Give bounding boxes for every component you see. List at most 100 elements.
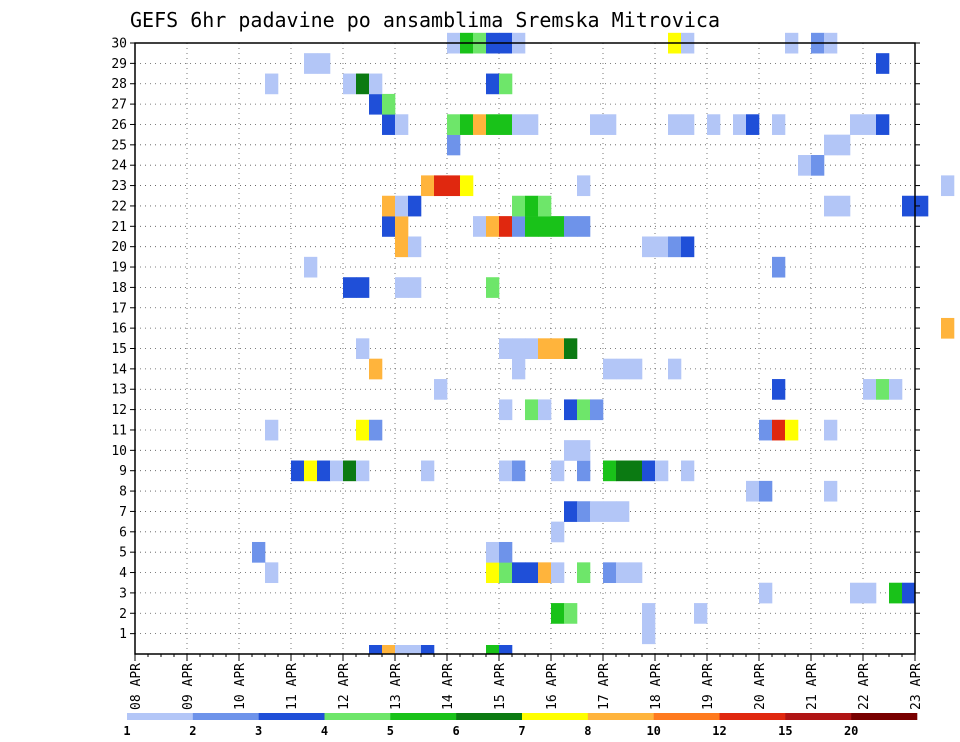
y-tick-label: 2 bbox=[119, 607, 127, 622]
heatmap-cell bbox=[889, 379, 903, 400]
x-tick-label: 19 APR bbox=[701, 663, 716, 710]
x-tick-label: 10 APR bbox=[233, 663, 248, 710]
heatmap-cell bbox=[642, 236, 656, 258]
y-tick-label: 20 bbox=[111, 240, 127, 255]
heatmap-cell bbox=[603, 114, 617, 135]
heatmap-cell bbox=[486, 562, 500, 584]
heatmap-cell bbox=[265, 562, 279, 584]
heatmap-cell bbox=[759, 419, 773, 441]
heatmap-cell bbox=[538, 562, 552, 584]
heatmap-cell bbox=[863, 582, 877, 604]
heatmap-cell bbox=[460, 114, 474, 135]
y-tick-label: 23 bbox=[111, 179, 127, 194]
heatmap-cell bbox=[577, 562, 591, 584]
heatmap-cell bbox=[551, 460, 565, 482]
y-tick-label: 15 bbox=[111, 342, 127, 357]
heatmap-cell bbox=[525, 338, 539, 359]
heatmap-cell bbox=[668, 358, 682, 380]
y-tick-label: 18 bbox=[111, 281, 127, 296]
heatmap-cell bbox=[915, 195, 929, 217]
heatmap-cell bbox=[824, 195, 838, 217]
heatmap-cell bbox=[499, 460, 513, 482]
heatmap-cell bbox=[577, 501, 591, 522]
colorbar-label: 6 bbox=[453, 724, 460, 738]
x-tick-label: 16 APR bbox=[545, 663, 560, 710]
x-tick-label: 22 APR bbox=[857, 663, 872, 710]
heatmap-cell bbox=[538, 195, 552, 217]
heatmap-cell bbox=[369, 645, 383, 654]
heatmap-cell bbox=[447, 114, 461, 135]
y-tick-label: 12 bbox=[111, 403, 127, 418]
heatmap-cell bbox=[512, 358, 526, 380]
heatmap-cell bbox=[564, 399, 578, 421]
heatmap-cell bbox=[447, 134, 461, 156]
heatmap-cell bbox=[681, 236, 695, 258]
heatmap-cell bbox=[629, 460, 643, 482]
y-tick-label: 9 bbox=[119, 464, 127, 479]
heatmap-cell bbox=[616, 460, 630, 482]
x-tick-label: 11 APR bbox=[285, 663, 300, 710]
heatmap-cell bbox=[616, 501, 630, 522]
x-tick-label: 08 APR bbox=[129, 663, 144, 710]
colorbar-segment bbox=[522, 713, 589, 720]
heatmap-cell bbox=[863, 114, 877, 135]
colorbar-label: 15 bbox=[778, 724, 792, 738]
colorbar-segment bbox=[653, 713, 720, 720]
heatmap-cell bbox=[811, 155, 825, 176]
heatmap-cell bbox=[837, 134, 851, 156]
heatmap-cell bbox=[395, 195, 409, 217]
heatmap-cell bbox=[642, 623, 656, 645]
heatmap-cell bbox=[590, 399, 604, 421]
x-tick-label: 12 APR bbox=[337, 663, 352, 710]
heatmap-cell bbox=[772, 379, 786, 400]
x-axis: 08 APR 09 APR 10 APR 11 APR 12 APR 13 APR 14 A… bbox=[129, 654, 924, 710]
heatmap-cell bbox=[577, 216, 591, 237]
heatmap-cell bbox=[304, 53, 318, 74]
heatmap-cell bbox=[512, 216, 526, 237]
heatmap-cell bbox=[941, 175, 955, 197]
heatmap-cell bbox=[707, 114, 721, 135]
colorbar-label: 2 bbox=[189, 724, 196, 738]
colorbar-segment bbox=[127, 713, 194, 720]
heatmap-cell bbox=[512, 195, 526, 217]
y-tick-label: 11 bbox=[111, 423, 127, 438]
heatmap-cell bbox=[395, 216, 409, 237]
heatmap-cell bbox=[590, 501, 604, 522]
heatmap-cell bbox=[525, 399, 539, 421]
chart-title: GEFS 6hr padavine po ansamblima Sremska … bbox=[130, 8, 720, 32]
colorbar-segment bbox=[192, 713, 259, 720]
heatmap-cell bbox=[616, 358, 630, 380]
heatmap-cell bbox=[668, 114, 682, 135]
heatmap-cell bbox=[577, 460, 591, 482]
heatmap-cell bbox=[525, 195, 539, 217]
colorbar-segment bbox=[719, 713, 786, 720]
heatmap-cell bbox=[304, 460, 318, 482]
heatmap-cell bbox=[486, 73, 500, 95]
colorbar-segment bbox=[851, 713, 918, 720]
heatmap-cell bbox=[343, 73, 357, 95]
heatmap-cell bbox=[343, 460, 357, 482]
y-tick-label: 6 bbox=[119, 525, 127, 540]
colorbar-segment bbox=[258, 713, 325, 720]
heatmap-cell bbox=[772, 114, 786, 135]
heatmap-cell bbox=[369, 358, 383, 380]
heatmap-cell bbox=[824, 419, 838, 441]
heatmap-cell bbox=[759, 480, 773, 502]
heatmap-cell bbox=[434, 379, 448, 400]
heatmap-cell bbox=[408, 645, 422, 654]
y-tick-label: 1 bbox=[119, 627, 127, 642]
heatmap-cell bbox=[512, 460, 526, 482]
heatmap-cell bbox=[538, 338, 552, 359]
x-tick-label: 15 APR bbox=[493, 663, 508, 710]
y-axis: 1234567891011121314151617181920212223242… bbox=[111, 37, 920, 642]
heatmap-cell bbox=[486, 541, 500, 563]
heatmap-cell bbox=[668, 236, 682, 258]
heatmap-cell bbox=[538, 399, 552, 421]
y-tick-label: 21 bbox=[111, 220, 127, 235]
heatmap-cell bbox=[655, 460, 669, 482]
heatmap-cell bbox=[499, 562, 513, 584]
y-tick-label: 26 bbox=[111, 118, 127, 133]
heatmap-cell bbox=[382, 216, 396, 237]
heatmap-cell bbox=[564, 440, 578, 461]
x-tick-label: 13 APR bbox=[389, 663, 404, 710]
